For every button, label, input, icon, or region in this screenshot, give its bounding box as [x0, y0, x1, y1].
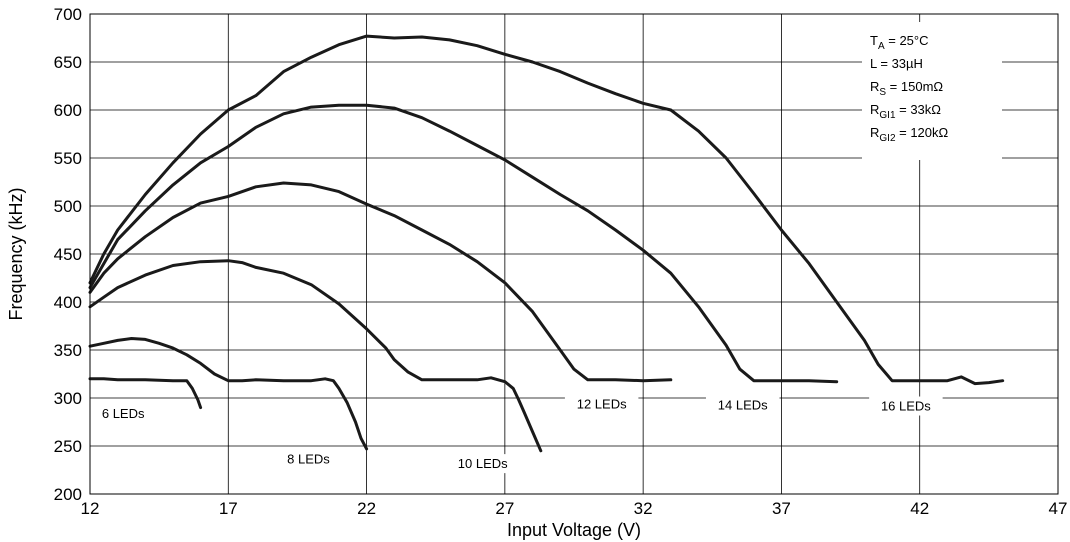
chart-tick-labels: 12 17 22 27 32 37 42 47 200 250 300 350 400 450 500 550… — [54, 5, 1068, 518]
x-tick-label: 12 — [81, 499, 100, 518]
y-tick-label: 400 — [54, 293, 82, 312]
condition-text: TA = 25°C — [870, 33, 929, 52]
x-tick-label: 22 — [357, 499, 376, 518]
series-label: 14 LEDs — [718, 398, 768, 413]
series-label: 8 LEDs — [287, 451, 330, 466]
condition-text: L = 33µH — [870, 56, 923, 71]
y-tick-label: 250 — [54, 437, 82, 456]
y-tick-label: 500 — [54, 197, 82, 216]
series-label-bg — [705, 395, 780, 415]
series-label-bg — [90, 404, 156, 424]
y-tick-label: 300 — [54, 389, 82, 408]
y-tick-label: 700 — [54, 5, 82, 24]
x-axis-label: Input Voltage (V) — [507, 520, 641, 540]
chart-series-labels: 6 LEDs 8 LEDs 10 LEDs 12 LEDs 14 LEDs 16 LEDs — [90, 394, 943, 474]
series-label-bg — [869, 396, 943, 416]
series-line — [88, 259, 543, 453]
conditions-background — [862, 22, 1002, 160]
y-tick-label: 350 — [54, 341, 82, 360]
chart-series — [88, 34, 1005, 453]
x-tick-label: 37 — [772, 499, 791, 518]
x-tick-label: 32 — [634, 499, 653, 518]
condition-text: RGI2 = 120kΩ — [870, 125, 949, 144]
series-line — [88, 103, 839, 384]
condition-text: RS = 150mΩ — [870, 79, 943, 98]
x-tick-label: 27 — [495, 499, 514, 518]
x-tick-label: 47 — [1049, 499, 1068, 518]
series-line — [88, 181, 673, 383]
y-tick-label: 200 — [54, 485, 82, 504]
series-line — [88, 34, 1005, 386]
plot-frame — [89, 13, 1059, 495]
test-conditions-box: TA = 25°C L = 33µH RS = 150mΩ RGI1 = 33kΩ RG… — [862, 22, 1002, 160]
series-label-bg — [445, 454, 520, 474]
series-label-bg — [275, 449, 341, 469]
y-tick-label: 600 — [54, 101, 82, 120]
y-tick-label: 450 — [54, 245, 82, 264]
y-axis-label: Frequency (kHz) — [6, 187, 26, 320]
series-label-bg — [564, 394, 639, 414]
y-tick-label: 550 — [54, 149, 82, 168]
x-tick-label: 17 — [219, 499, 238, 518]
y-tick-label: 650 — [54, 53, 82, 72]
series-label: 6 LEDs — [102, 406, 145, 421]
series-label: 16 LEDs — [881, 399, 931, 414]
series-label: 12 LEDs — [577, 397, 627, 412]
series-line — [88, 337, 369, 451]
x-tick-label: 42 — [910, 499, 929, 518]
series-label: 10 LEDs — [458, 456, 508, 471]
condition-text: RGI1 = 33kΩ — [870, 102, 941, 121]
series-line — [88, 377, 203, 410]
